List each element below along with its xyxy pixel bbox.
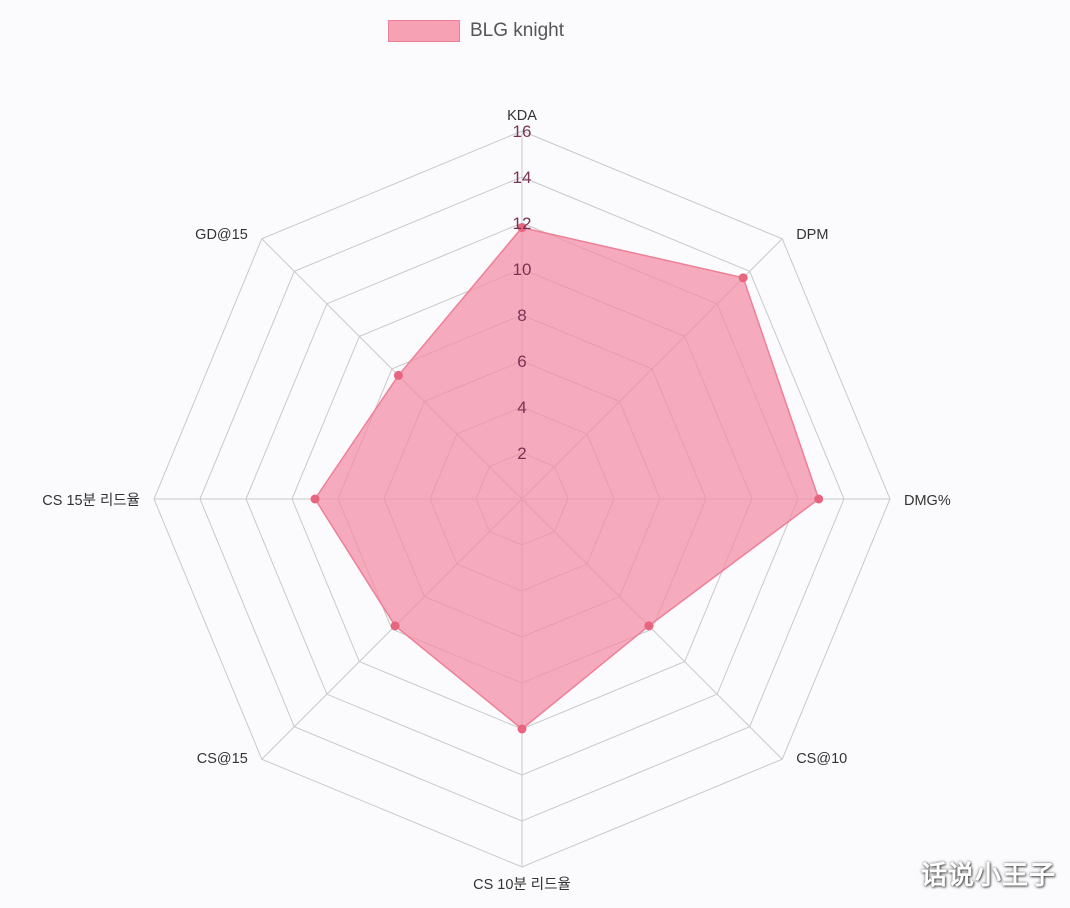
data-point <box>390 621 400 631</box>
axis-label: DPM <box>796 227 828 243</box>
legend-label: BLG knight <box>470 20 564 41</box>
watermark: 话说小王子 <box>920 860 1056 890</box>
data-point <box>814 494 824 504</box>
tick-label: 2 <box>517 444 526 463</box>
tick-label: 10 <box>513 260 532 279</box>
axis-label: DMG% <box>904 493 951 509</box>
axis-label: KDA <box>507 108 537 124</box>
data-point <box>644 621 654 631</box>
axis-label: CS@10 <box>796 751 847 767</box>
axis-label: CS 10분 리드율 <box>473 876 571 893</box>
tick-label: 12 <box>513 214 532 233</box>
series-area <box>314 226 820 730</box>
data-point <box>738 273 748 283</box>
tick-label: 8 <box>517 306 526 325</box>
data-point <box>393 370 403 380</box>
data-point <box>517 724 527 734</box>
tick-label: 16 <box>513 122 532 141</box>
data-point <box>310 494 320 504</box>
legend[interactable]: BLG knight <box>388 18 564 44</box>
tick-label: 6 <box>517 352 526 371</box>
legend-swatch <box>388 20 460 42</box>
data-point <box>517 223 527 233</box>
tick-label: 4 <box>517 398 526 417</box>
axis-label: CS 15분 리드율 <box>42 492 140 509</box>
tick-label: 14 <box>513 168 532 187</box>
axis-label: GD@15 <box>195 227 248 243</box>
axis-label: CS@15 <box>197 751 248 767</box>
